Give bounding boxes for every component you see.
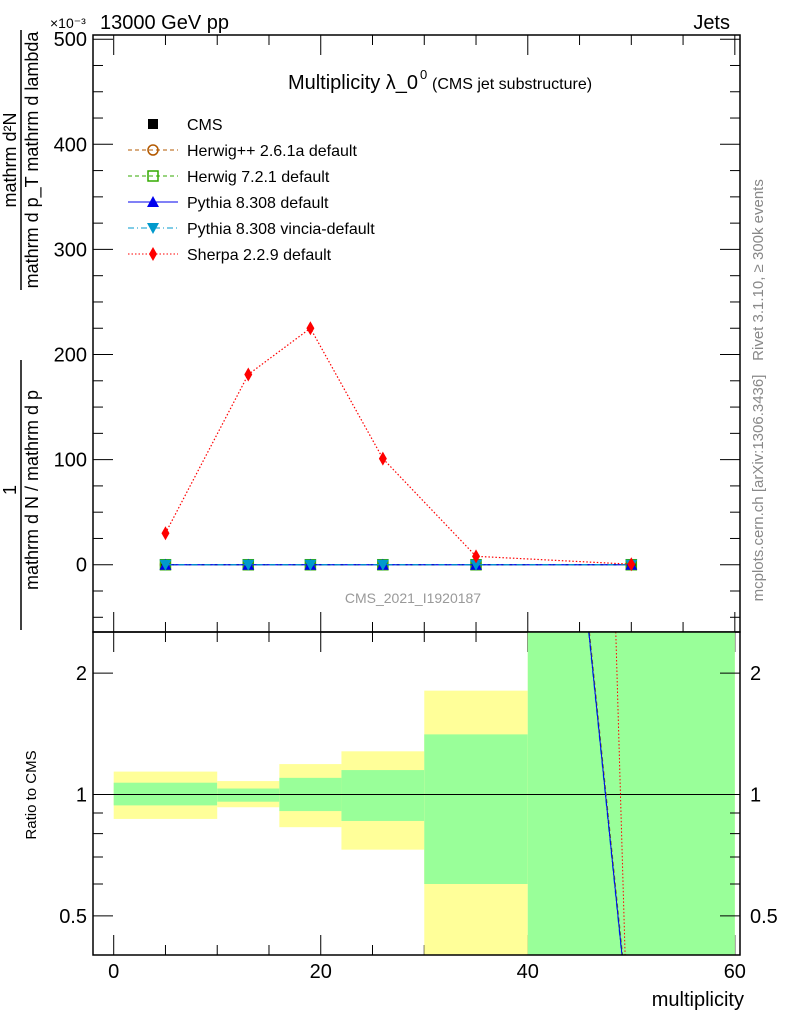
band-inner [527,632,735,955]
chart-subtitle: (CMS jet substructure) [432,76,592,93]
ylabel-num-right: mathrm d²N [0,112,20,207]
legend-item: Sherpa 2.2.9 default [128,247,332,264]
legend-item: Herwig++ 2.6.1a default [128,143,357,160]
mcplots-label: mcplots.cern.ch [arXiv:1306.3436] [750,375,767,602]
x-tick-label: 60 [724,961,746,983]
diamond-marker [244,367,253,382]
diamond-marker [161,526,170,541]
ratio-y-tick-label: 2 [76,663,87,685]
legend: CMS Herwig++ 2.6.1a default Herwig 7.2.1 d… [128,117,375,264]
ratio-sherpa-line [615,631,626,956]
chart-title-sup: 0 [420,67,427,82]
square-open-marker [147,170,159,182]
legend-item: CMS [148,117,223,134]
band-inner [424,734,528,884]
series-line [164,327,632,565]
x-tick-label: 40 [517,961,539,983]
series-sherpa-2-2-9-default [161,321,636,572]
diamond-marker [378,451,387,466]
ratio-panel: 0 20 40 60 0.5 0.5 1 1 2 2 [59,631,778,983]
ratio-y-tick-label: 1 [76,785,87,807]
legend-label: Herwig 7.2.1 default [187,169,330,186]
x-axis-label: multiplicity [652,989,744,1011]
triangle-down-marker [159,559,172,571]
chart-title: Multiplicity λ_0 [288,72,418,94]
ratio-y-tick-label: 0.5 [59,906,87,928]
y-tick-label: 100 [54,450,87,472]
diamond-marker [306,321,315,336]
rivet-label: Rivet 3.1.10, ≥ 300k events [750,179,767,361]
y-axis-label: 1 mathrm d N / mathrm d p mathrm d²N mat… [0,30,43,630]
legend-item: Pythia 8.308 default [128,195,329,212]
triangle-down-marker [242,559,255,571]
band-inner [113,782,218,806]
legend-label: Pythia 8.308 default [187,195,329,212]
y-tick-label: 300 [54,239,87,261]
watermark: CMS_2021_I1920187 [345,590,481,606]
legend-label: Sherpa 2.2.9 default [187,247,332,264]
y-tick-label: 0 [76,555,87,577]
ylabel-den-right: mathrm d p_T mathrm d lambda [22,31,43,289]
ylabel-den-left: mathrm d N / mathrm d p [22,390,42,590]
ratio-y-tick-label: 0.5 [750,906,778,928]
triangle-down-marker [147,223,159,234]
x-tick-label: 0 [108,961,119,983]
y-tick-label: 200 [54,345,87,367]
legend-item: Pythia 8.308 vincia-default [128,221,375,238]
legend-label: Pythia 8.308 vincia-default [187,221,375,238]
x-tick-label: 20 [310,961,332,983]
ratio-y-label: Ratio to CMS [23,750,40,839]
diamond-marker [472,549,481,564]
legend-label: Herwig++ 2.6.1a default [187,143,357,160]
band-inner [217,788,280,802]
energy-label: 13000 GeV pp [100,12,229,34]
ratio-frame [92,631,741,956]
square-marker [148,119,158,129]
band-inner [341,770,425,821]
triangle-down-marker [376,559,389,571]
legend-item: Herwig 7.2.1 default [128,169,330,186]
circle-marker [147,144,159,156]
main-panel: 0 100 200 300 400 500 [54,29,741,955]
triangle-up-marker [147,196,159,207]
diamond-marker [149,247,157,261]
triangle-down-marker [304,559,317,571]
ylabel-num-left: 1 [0,485,20,495]
ratio-mc-line [588,631,623,956]
diamond-marker [627,557,636,572]
ratio-y-tick-label: 2 [750,663,761,685]
y-tick-label: 500 [54,29,87,51]
y-exponent: ×10⁻³ [50,15,86,31]
legend-label: CMS [187,117,223,134]
y-tick-label: 400 [54,134,87,156]
triangle-down-marker [470,559,483,571]
ratio-y-tick-label: 1 [750,785,761,807]
process-label: Jets [693,12,730,34]
